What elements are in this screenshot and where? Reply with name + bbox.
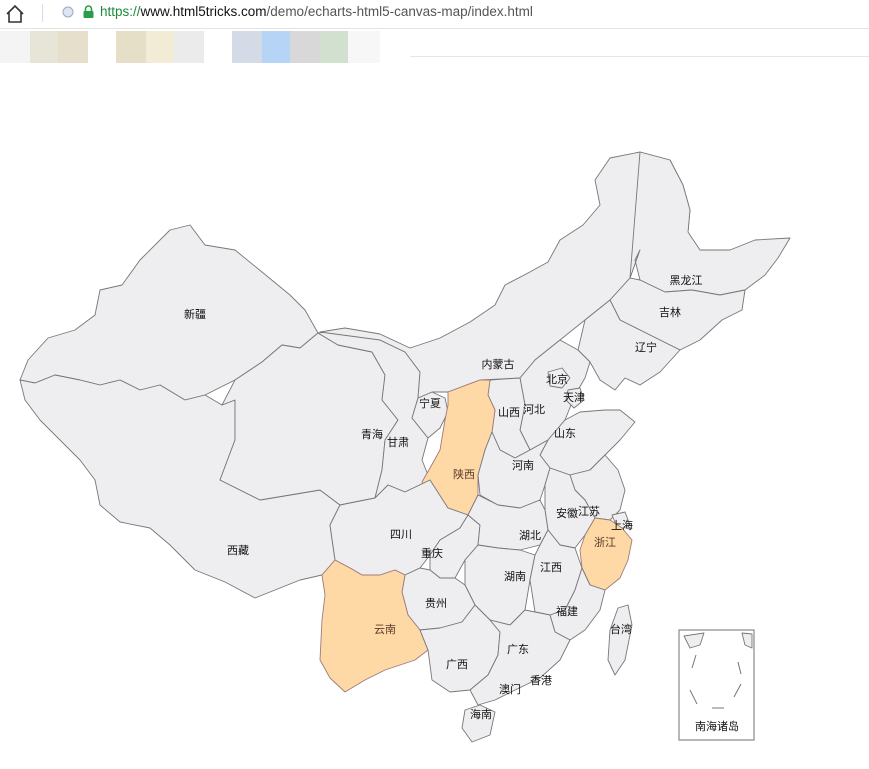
province-tianjin[interactable] — [565, 387, 585, 409]
bookmark-item[interactable] — [88, 31, 116, 63]
label-henan: 河南 — [512, 459, 534, 472]
label-hebei: 河北 — [523, 403, 545, 416]
label-ningxia: 宁夏 — [419, 396, 441, 410]
browser-address-bar: https://www.html5tricks.com/demo/echarts… — [0, 0, 869, 29]
url-host: www.html5tricks.com — [140, 4, 267, 19]
label-beijing: 北京 — [546, 372, 568, 386]
label-taiwan: 台湾 — [610, 622, 632, 636]
label-zhejiang: 浙江 — [594, 536, 616, 549]
label-qinghai: 青海 — [361, 427, 383, 441]
label-shanghai: 上海 — [611, 518, 633, 532]
label-xizang: 西藏 — [227, 544, 249, 557]
south-china-sea-inset[interactable]: 南海诸岛 — [678, 629, 755, 741]
province-ningxia[interactable] — [411, 391, 449, 439]
label-gansu: 甘肃 — [387, 436, 409, 449]
bookmark-item[interactable] — [116, 31, 146, 63]
label-sichuan: 四川 — [390, 528, 412, 541]
province-zhejiang[interactable] — [579, 517, 633, 591]
label-jilin: 吉林 — [659, 305, 681, 319]
label-guangxi: 广西 — [446, 658, 468, 671]
bookmarks-bar — [0, 31, 410, 63]
label-liaoning: 辽宁 — [635, 340, 657, 354]
url-path: /demo/echarts-html5-canvas-map/index.htm… — [266, 4, 533, 19]
label-xinjiang: 新疆 — [184, 307, 206, 321]
province-shapes — [19, 151, 791, 743]
bookmark-item[interactable] — [146, 31, 174, 63]
bookmark-item[interactable] — [58, 31, 88, 63]
label-yunnan: 云南 — [374, 623, 396, 636]
label-fujian: 福建 — [556, 604, 578, 618]
label-shandong: 山东 — [554, 427, 576, 440]
label-tianjin: 天津 — [563, 391, 585, 404]
province-labels: 新疆 西藏 青海 甘肃 宁夏 内蒙古 黑龙江 吉林 辽宁 北京 天津 河北 山西… — [184, 274, 703, 721]
province-taiwan[interactable] — [607, 604, 633, 676]
province-hainan[interactable] — [461, 704, 496, 743]
bookmark-item[interactable] — [232, 31, 262, 63]
label-guizhou: 贵州 — [425, 597, 447, 610]
url-scheme: https:// — [100, 4, 141, 19]
label-heilongjiang: 黑龙江 — [670, 274, 703, 287]
province-fujian[interactable] — [549, 567, 606, 641]
label-aomen: 澳门 — [499, 682, 521, 696]
bookmark-item[interactable] — [320, 31, 348, 63]
bookmark-item[interactable] — [174, 31, 204, 63]
label-hunan: 湖南 — [504, 570, 526, 583]
bookmark-item[interactable] — [204, 31, 232, 63]
bookmarks-divider — [410, 56, 869, 57]
toolbar-separator — [42, 4, 43, 22]
label-neimenggu: 内蒙古 — [482, 357, 515, 371]
label-guangdong: 广东 — [507, 643, 529, 656]
province-liaoning[interactable] — [577, 299, 681, 391]
label-hubei: 湖北 — [519, 529, 541, 542]
bookmark-item[interactable] — [348, 31, 380, 63]
bookmark-item[interactable] — [262, 31, 290, 63]
label-xianggang: 香港 — [530, 674, 552, 687]
home-icon[interactable] — [4, 3, 26, 25]
province-guangdong[interactable] — [469, 609, 571, 706]
label-hainan: 海南 — [470, 707, 492, 721]
province-heilongjiang[interactable] — [629, 151, 791, 296]
label-nanhai: 南海诸岛 — [695, 719, 739, 733]
bookmark-item[interactable] — [0, 31, 30, 63]
url-field[interactable]: https://www.html5tricks.com/demo/echarts… — [100, 4, 533, 19]
label-jiangxi: 江西 — [540, 561, 562, 574]
label-shanxi: 山西 — [498, 406, 520, 419]
lock-icon — [83, 5, 94, 18]
province-beijing[interactable] — [547, 367, 571, 389]
bookmark-item[interactable] — [290, 31, 320, 63]
site-info-icon[interactable] — [62, 6, 74, 18]
label-jiangsu: 江苏 — [578, 505, 600, 518]
bookmark-item[interactable] — [30, 31, 58, 63]
label-shaanxi: 陕西 — [453, 467, 475, 481]
province-yunnan[interactable] — [319, 559, 429, 693]
label-chongqing: 重庆 — [421, 546, 443, 560]
label-anhui: 安徽 — [556, 506, 578, 520]
